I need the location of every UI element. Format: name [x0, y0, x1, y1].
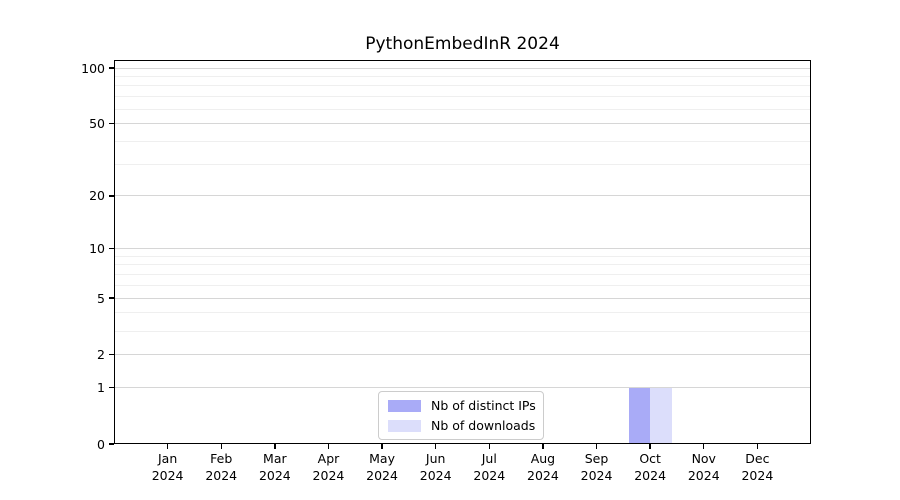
x-tick-label: Apr 2024 [312, 451, 345, 483]
x-tick-label: Jul 2024 [473, 451, 506, 483]
y-tick [109, 67, 114, 69]
y-tick [109, 247, 114, 250]
gridline-minor [114, 274, 811, 276]
y-tick [109, 386, 114, 389]
y-tick [109, 122, 114, 125]
y-tick-label: 0 [97, 436, 105, 452]
x-tick-label: Oct 2024 [634, 451, 667, 483]
x-tick [434, 444, 437, 449]
gridline-major [114, 123, 811, 125]
x-tick-label: May 2024 [366, 451, 398, 483]
y-tick-label: 20 [89, 188, 105, 204]
y-tick-label: 100 [81, 60, 105, 76]
x-tick [488, 444, 490, 449]
x-tick-label: Feb 2024 [205, 451, 238, 483]
y-tick-label: 2 [97, 346, 105, 362]
x-tick [166, 444, 169, 449]
gridline-major [114, 195, 811, 197]
legend-item-downloads: Nb of downloads [388, 418, 536, 433]
chart-title: PythonEmbedInR 2024 [365, 34, 560, 54]
plot-area [114, 60, 811, 444]
y-tick-label: 1 [97, 380, 105, 396]
x-tick-label: Jan 2024 [151, 451, 184, 483]
gridline-minor [114, 108, 811, 110]
x-tick [381, 444, 383, 449]
legend-label-downloads: Nb of downloads [431, 418, 536, 433]
gridline-minor [114, 140, 811, 142]
x-tick [327, 444, 330, 449]
x-tick [649, 444, 651, 449]
y-tick [109, 195, 114, 197]
gridline-major [114, 353, 811, 355]
gridline-major [114, 67, 811, 69]
y-tick-label: 10 [89, 241, 105, 257]
y-tick [109, 443, 114, 445]
x-tick [274, 444, 276, 449]
gridline-minor [114, 96, 811, 98]
x-tick-label: Mar 2024 [258, 451, 291, 483]
legend-label-distinct-ips: Nb of distinct IPs [431, 398, 536, 413]
gridline-minor [114, 264, 811, 266]
gridline-major [114, 297, 811, 299]
x-tick [595, 444, 598, 449]
x-tick-label: Nov 2024 [687, 451, 720, 483]
gridline-minor [114, 284, 811, 286]
gridline-minor [114, 75, 811, 77]
x-tick [542, 444, 544, 449]
x-tick [756, 444, 759, 449]
gridline-minor [114, 312, 811, 314]
legend-swatch-downloads [388, 419, 421, 432]
y-tick [109, 353, 114, 356]
gridline-minor [114, 85, 811, 87]
y-tick [109, 297, 114, 299]
gridline-minor [114, 255, 811, 257]
y-tick-label: 50 [89, 116, 105, 132]
legend-swatch-distinct-ips [388, 399, 421, 412]
x-tick-label: Aug 2024 [527, 451, 559, 483]
gridline-minor [114, 330, 811, 332]
x-tick-label: Sep 2024 [580, 451, 613, 483]
legend: Nb of distinct IPs Nb of downloads [378, 391, 544, 440]
x-tick-label: Dec 2024 [741, 451, 774, 483]
bar-distinct-ips [628, 387, 651, 444]
x-tick [703, 444, 705, 449]
y-tick-label: 5 [97, 290, 105, 306]
gridline-major [114, 387, 811, 389]
legend-item-distinct-ips: Nb of distinct IPs [388, 398, 536, 413]
bar-downloads [650, 387, 672, 444]
x-tick-label: Jun 2024 [419, 451, 452, 483]
gridline-minor [114, 163, 811, 165]
x-tick [220, 444, 222, 449]
gridline-major [114, 248, 811, 250]
